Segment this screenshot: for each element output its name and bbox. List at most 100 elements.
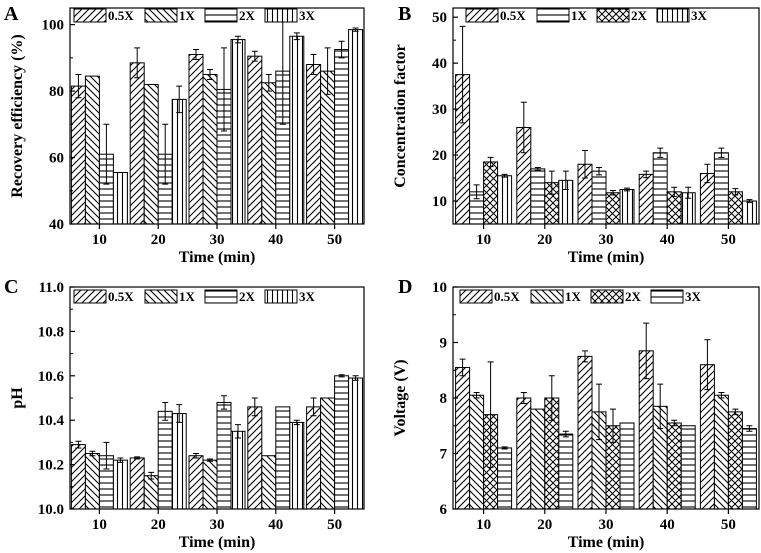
panel-b-errorbar-3X-10	[501, 173, 508, 178]
panel-c-bar-1X-20	[143, 475, 159, 510]
panel-b-ylabel: Concentration factor	[392, 44, 409, 188]
panel-c-bar-0.5X-50	[306, 406, 322, 510]
panel-a-bar-1X-40	[261, 82, 277, 225]
panel-b-errorbar-3X-20	[562, 170, 569, 191]
panel-c-bar-2X-20	[157, 410, 173, 510]
panel-b-bar-3X-30	[619, 189, 635, 225]
panel-c-ytick-label: 10.4	[38, 413, 65, 429]
panel-a-errorbar-0.5X-40	[251, 50, 258, 62]
panel-d-xtick-label: 50	[721, 517, 736, 533]
panel-c-errorbar-3X-30	[235, 424, 241, 439]
panel-d-legend-swatch-1X	[530, 289, 564, 304]
panel-c-plot: 10.0 10.2 10.4 10.6 10.8 11.0 10 20 30 40 50 Time (…	[9, 280, 365, 551]
panel-c-bar-3X-30	[230, 430, 246, 510]
panel-b-xtick-label: 50	[721, 232, 736, 248]
panel-b-bar-3X-10	[497, 175, 513, 225]
panel-c-xtick-label: 10	[92, 517, 107, 533]
panel-c-xtick-label: 50	[327, 517, 342, 533]
panel-c: C 10.0 10.2 10.4 10.6 10.8 11.0 10 20 30 40 50 Time…	[4, 276, 365, 551]
panel-b-ytick-label: 50	[432, 10, 447, 26]
panel-b-ytick-label: 20	[432, 148, 447, 164]
panel-c-bar-3X-10	[112, 459, 128, 510]
panel-d-bar-2X-50	[727, 411, 743, 510]
panel-c-ytick-label: 10.6	[38, 369, 65, 385]
panel-d-bar-1X-20	[530, 408, 546, 510]
panel-b-errorbar-2X-10	[487, 156, 494, 168]
panel-d-errorbar-2X-40	[671, 419, 678, 427]
panel-a-xtick-label: 50	[327, 232, 342, 248]
panel-b-errorbar-2X-50	[732, 188, 739, 196]
panel-a-bar-3X-30	[230, 39, 246, 225]
panel-a-legend-swatch-1X	[144, 8, 178, 23]
panel-b-errorbar-3X-40	[685, 186, 692, 199]
panel-d-xtick-label: 10	[476, 517, 491, 533]
panel-a-plot: 40 60 80 100 10 20 30 40 50 Time (min) Recovery ef…	[9, 7, 365, 266]
panel-c-errorbar-1X-30	[207, 458, 213, 462]
panel-b-errorbar-3X-30	[624, 187, 630, 192]
panel-d-plot: 6 7 8 9 10 10 20 30 40 50 Time (min) Voltage (V) 0.5…	[392, 280, 760, 551]
panel-b-legend-label-1X: 1X	[571, 8, 588, 23]
panel-a-errorbar-0.5X-10	[75, 73, 82, 99]
panel-c-bar-0.5X-30	[188, 455, 204, 510]
panel-b-legend-swatch-3X	[656, 8, 690, 23]
panel-b-plot: 10 20 30 40 50 10 20 30 40 50 Time (min) Concentrat…	[392, 7, 760, 266]
panel-a-errorbar-3X-30	[235, 35, 241, 44]
panel-a-legend-label-2X: 2X	[239, 8, 256, 23]
panel-c-legend-swatch-3X	[264, 289, 298, 304]
panel-b-errorbar-2X-30	[610, 189, 616, 196]
panel-c-errorbar-0.5X-50	[310, 397, 317, 417]
panel-d-errorbar-0.5X-40	[643, 322, 650, 380]
panel-d-bar-1X-50	[713, 394, 729, 510]
panel-a-errorbar-3X-20	[176, 85, 183, 114]
panel-c-letter: C	[4, 276, 18, 298]
panel-b-errorbar-2X-40	[671, 186, 678, 197]
panel-a: A 40 60 80 100 10 20 30 40 50 Time (min) Recovery …	[4, 3, 365, 266]
panel-a-xtick-label: 40	[268, 232, 283, 248]
panel-c-errorbar-3X-40	[293, 419, 300, 426]
panel-a-xtick-label: 10	[92, 232, 107, 248]
panel-d-legend-label-1X: 1X	[565, 289, 582, 304]
panel-c-legend-swatch-1X	[144, 289, 178, 304]
panel-b-legend-swatch-1X	[536, 8, 570, 23]
panel-b-bar-1X-30	[591, 170, 607, 225]
panel-a-bar-1X-30	[202, 73, 218, 225]
panel-b-xtick-label: 40	[660, 232, 675, 248]
panel-d-xtick-label: 40	[660, 517, 675, 533]
panel-d-bar-0.5X-30	[577, 355, 593, 510]
panel-c-errorbar-0.5X-20	[134, 456, 141, 460]
panel-d-legend-label-0.5X: 0.5X	[494, 289, 520, 304]
panel-c-xtick-label: 30	[210, 517, 225, 533]
panel-b-errorbar-0.5X-40	[643, 170, 650, 179]
panel-b-xlabel: Time (min)	[568, 249, 645, 266]
panel-d-legend-swatch-0.5X	[459, 289, 493, 304]
panel-c-legend-swatch-0.5X	[73, 289, 107, 304]
panel-b-ytick-label: 30	[432, 102, 447, 118]
panel-d-bar-0.5X-10	[455, 366, 471, 510]
panel-b-xtick-label: 20	[537, 232, 552, 248]
panel-c-ytick-label: 10.8	[38, 324, 64, 340]
panel-b-errorbar-0.5X-20	[520, 101, 527, 154]
panel-d-errorbar-0.5X-10	[459, 358, 466, 377]
panel-c-ytick-label: 11.0	[39, 280, 64, 296]
panel-b-bar-3X-50	[741, 200, 757, 225]
panel-b-xtick-label: 30	[599, 232, 614, 248]
panel-b-legend-label-2X: 2X	[631, 8, 648, 23]
panel-d-errorbar-2X-30	[610, 408, 616, 443]
panel-c-errorbar-2X-20	[162, 401, 169, 421]
panel-a-errorbar-2X-10	[103, 123, 110, 185]
panel-c-bar-1X-10	[84, 453, 100, 510]
panel-a-ytick-label: 40	[49, 217, 64, 233]
panel-b-ytick-label: 10	[432, 194, 447, 210]
panel-b-errorbar-3X-50	[746, 199, 753, 203]
panel-a-bar-0.5X-40	[247, 55, 263, 225]
panel-b-legend-swatch-2X	[596, 8, 630, 23]
panel-c-legend-label-1X: 1X	[179, 289, 196, 304]
panel-c-bar-0.5X-40	[247, 406, 263, 510]
panel-c-legend-label-3X: 3X	[299, 289, 316, 304]
panel-a-errorbar-0.5X-20	[134, 47, 141, 79]
panel-a-bar-3X-50	[348, 29, 364, 225]
panel-c-ylabel: pH	[9, 387, 26, 409]
panel-c-bar-1X-50	[320, 397, 336, 510]
panel-b-letter: B	[398, 3, 411, 25]
